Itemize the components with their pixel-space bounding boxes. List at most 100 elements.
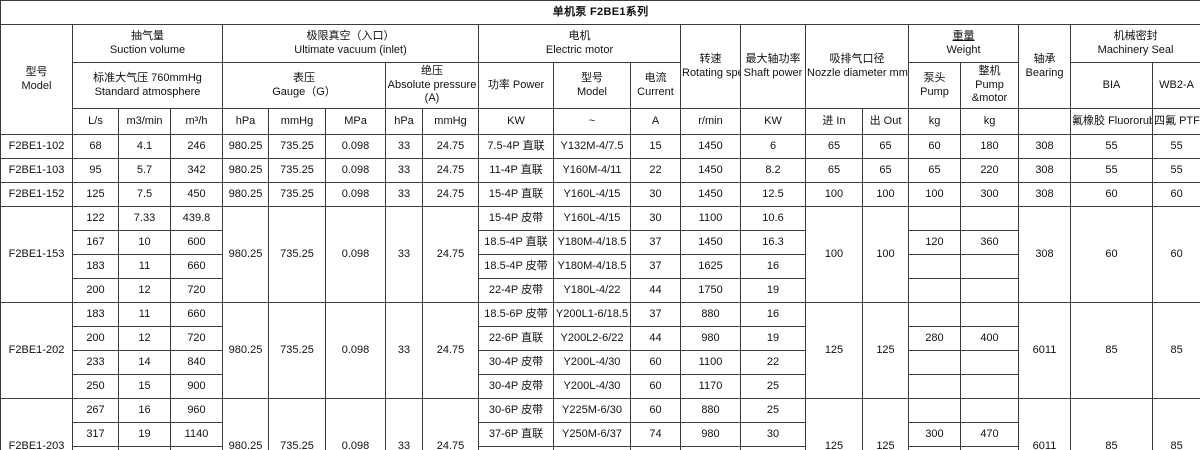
unit-power-kw: KW bbox=[478, 108, 554, 135]
cell-weight-total: 220 bbox=[960, 158, 1019, 183]
header-weight-pump-motor-en: Pump &motor bbox=[971, 78, 1008, 105]
cell-weight-total: 470 bbox=[960, 422, 1019, 447]
cell-seal-bia: 55 bbox=[1070, 158, 1153, 183]
cell-ls: 122 bbox=[72, 206, 119, 231]
cell-weight-total bbox=[960, 446, 1019, 450]
cell-weight-total bbox=[960, 350, 1019, 375]
cell-seal-bia: 85 bbox=[1070, 398, 1153, 450]
cell-nozzle-out: 100 bbox=[862, 182, 909, 207]
cell-m3min: 7.5 bbox=[118, 182, 171, 207]
cell-m3min: 14 bbox=[118, 350, 171, 375]
header-sub-row: 标准大气压 760mmHg Standard atmosphere 表压 Gau… bbox=[1, 62, 1200, 109]
header-machinery-seal: 机械密封 Machinery Seal bbox=[1069, 24, 1200, 63]
header-nozzle-diameter-cn: 吸排气口径 bbox=[829, 53, 885, 66]
cell-gauge-mmhg: 735.25 bbox=[268, 158, 326, 183]
cell-motor-model: Y160L-4/15 bbox=[553, 182, 631, 207]
cell-current: 44 bbox=[630, 278, 681, 303]
cell-m3h: 439.8 bbox=[170, 206, 223, 231]
cell-motor-model: Y225M-6/30 bbox=[553, 398, 631, 423]
cell-current: 90 bbox=[630, 446, 681, 450]
header-gauge: 表压 Gauge（G） bbox=[222, 62, 386, 109]
cell-speed: 1170 bbox=[680, 374, 741, 399]
cell-motor-model: Y200L-4/30 bbox=[553, 374, 631, 399]
cell-weight-pump: 65 bbox=[908, 158, 961, 183]
header-model: 型号 Model bbox=[0, 24, 73, 135]
header-power-cn: 功率 Power bbox=[487, 78, 545, 91]
cell-seal-wb2a: 55 bbox=[1151, 158, 1200, 183]
cell-current: 37 bbox=[630, 302, 681, 327]
header-absolute-pressure: 绝压 Absolute pressure (A) bbox=[385, 62, 479, 109]
header-weight-pump-cn: 泵头 bbox=[923, 72, 946, 85]
cell-speed: 1625 bbox=[680, 254, 741, 279]
header-power: 功率 Power bbox=[478, 62, 554, 109]
table-row: F2BE1-152 125 7.5 450 980.25 735.25 0.098 33 24.… bbox=[0, 182, 1200, 207]
cell-nozzle-in: 125 bbox=[805, 398, 863, 450]
model-cell: F2BE1-202 bbox=[0, 302, 73, 399]
cell-weight-pump bbox=[908, 206, 961, 231]
cell-weight-pump bbox=[908, 374, 961, 399]
header-seal-wb2a: WB2-A bbox=[1151, 62, 1200, 109]
cell-weight-total: 180 bbox=[960, 134, 1019, 159]
cell-ls: 68 bbox=[72, 134, 119, 159]
cell-seal-bia: 85 bbox=[1070, 302, 1153, 399]
header-model-cn: 型号 bbox=[25, 66, 48, 79]
header-weight-en: Weight bbox=[946, 43, 981, 56]
cell-bearing: 308 bbox=[1018, 158, 1071, 183]
header-rotating-speed: 转速 Rotating speed bbox=[680, 24, 741, 109]
table-row: F2BE1-203 267 16 960 980.25 735.25 0.098 33 24.7… bbox=[0, 398, 1200, 450]
cell-abs-mmhg: 24.75 bbox=[422, 134, 479, 159]
cell-power: 30-4P 皮带 bbox=[478, 374, 554, 399]
cell-weight-pump: 280 bbox=[908, 326, 961, 351]
cell-current: 74 bbox=[630, 422, 681, 447]
cell-weight-pump bbox=[908, 398, 961, 423]
cell-speed: 1750 bbox=[680, 278, 741, 303]
header-nozzle-diameter: 吸排气口径 Nozzle diameter mm bbox=[805, 24, 909, 109]
unit-shaft-kw: KW bbox=[740, 108, 806, 135]
cell-nozzle-out: 125 bbox=[862, 398, 909, 450]
header-motor-model: 型号 Model bbox=[553, 62, 631, 109]
cell-m3h: 246 bbox=[170, 134, 223, 159]
header-bearing-cn: 轴承 bbox=[1033, 53, 1056, 66]
unit-seal-wb2a-cn: 四氟 bbox=[1154, 114, 1176, 127]
cell-current: 15 bbox=[630, 134, 681, 159]
cell-m3h: 450 bbox=[170, 182, 223, 207]
cell-abs-hpa: 33 bbox=[385, 302, 423, 399]
cell-power: 7.5-4P 直联 bbox=[478, 134, 554, 159]
header-rotating-speed-cn: 转速 bbox=[699, 53, 722, 66]
header-nozzle-diameter-en: Nozzle diameter mm bbox=[807, 66, 908, 79]
title-row: 单机泵 F2BE1系列 bbox=[0, 0, 1200, 25]
cell-m3min: 12 bbox=[118, 326, 171, 351]
header-bearing-en: Bearing bbox=[1025, 66, 1064, 79]
cell-nozzle-in: 100 bbox=[805, 206, 863, 303]
cell-m3h: 660 bbox=[170, 254, 223, 279]
header-standard-atmosphere-cn: 标准大气压 760mmHg bbox=[93, 72, 202, 85]
cell-motor-model: Y180L-4/22 bbox=[553, 278, 631, 303]
cell-gauge-mpa: 0.098 bbox=[325, 302, 386, 399]
cell-abs-hpa: 33 bbox=[385, 182, 423, 207]
cell-motor-model: Y225M-4/45 bbox=[553, 446, 631, 450]
cell-m3h: 1140 bbox=[170, 422, 223, 447]
header-model-en: Model bbox=[21, 79, 52, 92]
unit-weight-total-kg: kg bbox=[960, 108, 1019, 135]
cell-m3h: 960 bbox=[170, 398, 223, 423]
cell-shaft-power: 12.5 bbox=[740, 182, 806, 207]
cell-current: 60 bbox=[630, 350, 681, 375]
cell-shaft-power: 16 bbox=[740, 302, 806, 327]
cell-motor-model: Y250M-6/37 bbox=[553, 422, 631, 447]
header-shaft-power-cn: 最大轴功率 bbox=[745, 53, 801, 66]
cell-m3min: 15 bbox=[118, 374, 171, 399]
cell-ls: 183 bbox=[72, 302, 119, 327]
cell-m3min: 5.7 bbox=[118, 158, 171, 183]
header-group-row: 型号 Model 抽气量 Suction volume 极限真空（入口） Ult… bbox=[0, 24, 1200, 135]
unit-nozzle-out: 出 Out bbox=[862, 108, 909, 135]
cell-ls: 183 bbox=[72, 254, 119, 279]
table-row: 167 10 600 18.5-4P 直联 Y180M-4/18.5 37 1450 16.3… bbox=[1, 230, 1200, 255]
cell-seal-bia: 55 bbox=[1070, 134, 1153, 159]
header-absolute-pressure-en: Absolute pressure (A) bbox=[387, 78, 477, 105]
cell-gauge-hpa: 980.25 bbox=[222, 398, 269, 450]
cell-shaft-power: 19 bbox=[740, 278, 806, 303]
model-cell: F2BE1-103 bbox=[0, 158, 73, 183]
table-row: 200 12 720 22-6P 直联 Y200L2-6/22 44 980 19 280 400 bbox=[1, 326, 1200, 351]
cell-gauge-mpa: 0.098 bbox=[325, 206, 386, 303]
